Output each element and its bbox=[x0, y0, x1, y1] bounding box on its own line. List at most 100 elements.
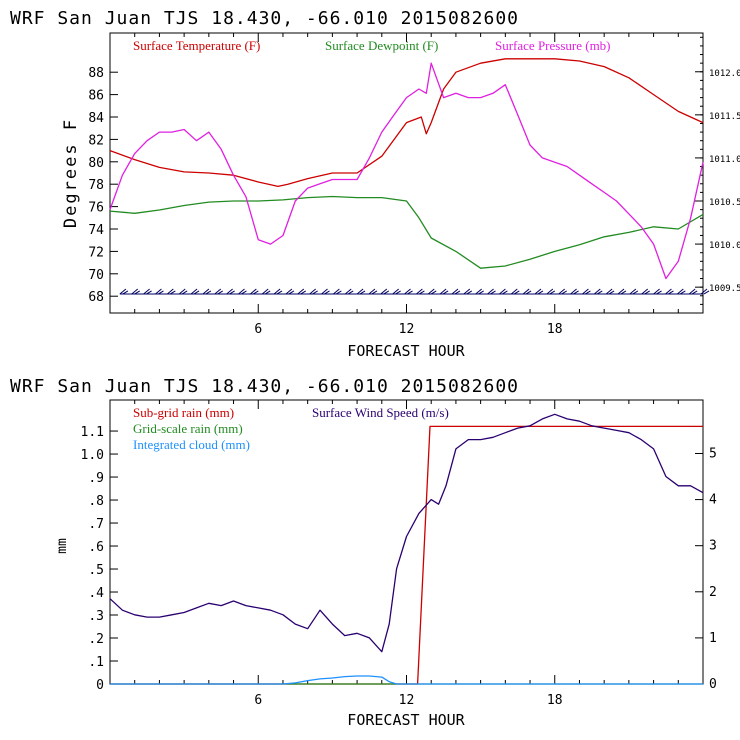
wind-barb bbox=[229, 290, 235, 295]
wind-barb bbox=[617, 288, 625, 295]
wind-barb bbox=[217, 290, 224, 295]
legend-entry: Integrated cloud (mm) bbox=[133, 437, 250, 452]
series-line-integrated-cloud-mm bbox=[110, 675, 703, 685]
x-tick-label: 12 bbox=[399, 693, 415, 708]
wind-barb bbox=[561, 290, 567, 295]
x-tick-label: 6 bbox=[254, 693, 262, 708]
wind-barb bbox=[241, 290, 247, 295]
wind-barb bbox=[416, 288, 423, 295]
wind-barb bbox=[261, 288, 269, 295]
legend: Surface Temperature (F) Surface Dewpoint … bbox=[133, 38, 611, 53]
x-tick-label: 6 bbox=[254, 322, 262, 337]
wind-barb bbox=[549, 290, 556, 295]
y-tick-label: .7 bbox=[88, 517, 104, 532]
wind-barb bbox=[359, 290, 366, 295]
wind-barb bbox=[537, 290, 544, 295]
y-tick-label: 1.1 bbox=[81, 425, 104, 440]
wind-barb bbox=[181, 290, 188, 295]
wind-barb bbox=[499, 288, 506, 295]
wind-barb bbox=[582, 288, 589, 295]
x-tick-label: 18 bbox=[547, 322, 563, 337]
wind-barb bbox=[122, 290, 129, 295]
wind-barb bbox=[490, 290, 496, 295]
wind-barb bbox=[442, 290, 449, 295]
series-group bbox=[109, 58, 704, 280]
wind-barb bbox=[466, 290, 473, 295]
wind-barb bbox=[371, 290, 378, 295]
wind-barb bbox=[668, 290, 674, 295]
x-axis-label: FORECAST HOUR bbox=[347, 342, 465, 360]
wind-barb bbox=[119, 288, 127, 295]
right-y-tick-label: 1010.5 bbox=[709, 198, 740, 208]
wind-barb bbox=[226, 288, 233, 295]
wind-barb bbox=[653, 288, 660, 295]
y-tick-label: .9 bbox=[88, 471, 104, 486]
wind-barb bbox=[573, 290, 579, 295]
wind-barb bbox=[451, 288, 459, 295]
wind-barb bbox=[250, 288, 257, 295]
wind-barb bbox=[593, 288, 601, 295]
legend-2: Sub-grid rain (mm)Grid-scale rain (mm)In… bbox=[133, 405, 449, 452]
wind-barb bbox=[644, 290, 650, 295]
temperature-pressure-chart: WRF San Juan TJS 18.430, -66.010 2015082… bbox=[10, 8, 740, 360]
y-tick-label: 84 bbox=[88, 111, 104, 126]
wind-barb bbox=[475, 288, 483, 295]
chart-title: WRF San Juan TJS 18.430, -66.010 2015082… bbox=[10, 8, 519, 29]
wind-barb bbox=[205, 290, 212, 295]
y-tick-label: 0 bbox=[96, 678, 104, 693]
wind-barb bbox=[300, 290, 307, 295]
y-tick-label: .8 bbox=[88, 494, 104, 509]
wind-barb bbox=[170, 290, 176, 295]
wind-barb bbox=[597, 290, 603, 295]
wind-barb bbox=[276, 290, 283, 295]
x-axis-label-2: FORECAST HOUR bbox=[347, 711, 465, 729]
legend-entry: Grid-scale rain (mm) bbox=[133, 421, 243, 436]
wind-barb bbox=[454, 290, 461, 295]
y-tick-label: 78 bbox=[88, 178, 104, 193]
wind-barb bbox=[238, 288, 245, 295]
wind-barb bbox=[502, 290, 508, 295]
wind-barb bbox=[608, 290, 615, 295]
wind-barb bbox=[585, 290, 591, 295]
wind-barb bbox=[134, 290, 141, 295]
wind-barb bbox=[155, 288, 162, 295]
wind-barb bbox=[392, 288, 399, 295]
wind-barb bbox=[700, 288, 708, 295]
wind-barb bbox=[131, 288, 139, 295]
wind-barbs bbox=[119, 288, 710, 295]
wind-barb bbox=[534, 288, 542, 295]
wind-barb bbox=[478, 290, 484, 295]
wind-barb bbox=[143, 288, 150, 295]
y-axis-label-2: mm bbox=[55, 538, 70, 554]
series-line-sub-grid-rain-mm bbox=[110, 425, 703, 685]
rain-wind-chart: WRF San Juan TJS 18.430, -66.010 2015082… bbox=[10, 376, 717, 729]
y-axis: 68 70 72 74 76 78 80 82 84 86 88 bbox=[88, 66, 118, 305]
wind-barb bbox=[158, 290, 164, 295]
legend-entry: Surface Wind Speed (m/s) bbox=[312, 405, 449, 420]
wind-barb bbox=[202, 288, 210, 295]
wind-barb bbox=[510, 288, 518, 295]
wind-barb bbox=[344, 288, 352, 295]
series-line-surface-pressure-mb bbox=[109, 62, 704, 280]
x-tick-label: 12 bbox=[399, 322, 415, 337]
y-tick-label: 70 bbox=[88, 268, 104, 283]
wind-barb bbox=[463, 288, 471, 295]
y-tick-label: 76 bbox=[88, 201, 104, 216]
wind-barb bbox=[383, 290, 390, 295]
y-tick-label: .1 bbox=[88, 655, 104, 670]
wind-barb bbox=[324, 290, 330, 295]
wind-barb bbox=[629, 288, 637, 295]
wind-barb bbox=[347, 290, 354, 295]
wind-barb bbox=[522, 288, 530, 295]
legend-entry: Surface Temperature (F) bbox=[133, 38, 260, 53]
wind-barb bbox=[285, 288, 293, 295]
right-y-axis: 1009.5 1010.0 1010.5 1011.0 1011.5 1012.0 bbox=[695, 36, 740, 314]
wind-barb bbox=[288, 290, 295, 295]
legend-entry: Sub-grid rain (mm) bbox=[133, 405, 234, 420]
wind-barb bbox=[419, 290, 425, 295]
right-y-tick-label: 0 bbox=[709, 677, 717, 692]
wind-barb bbox=[525, 290, 532, 295]
wind-barb bbox=[570, 288, 577, 295]
wind-barb bbox=[641, 288, 649, 295]
